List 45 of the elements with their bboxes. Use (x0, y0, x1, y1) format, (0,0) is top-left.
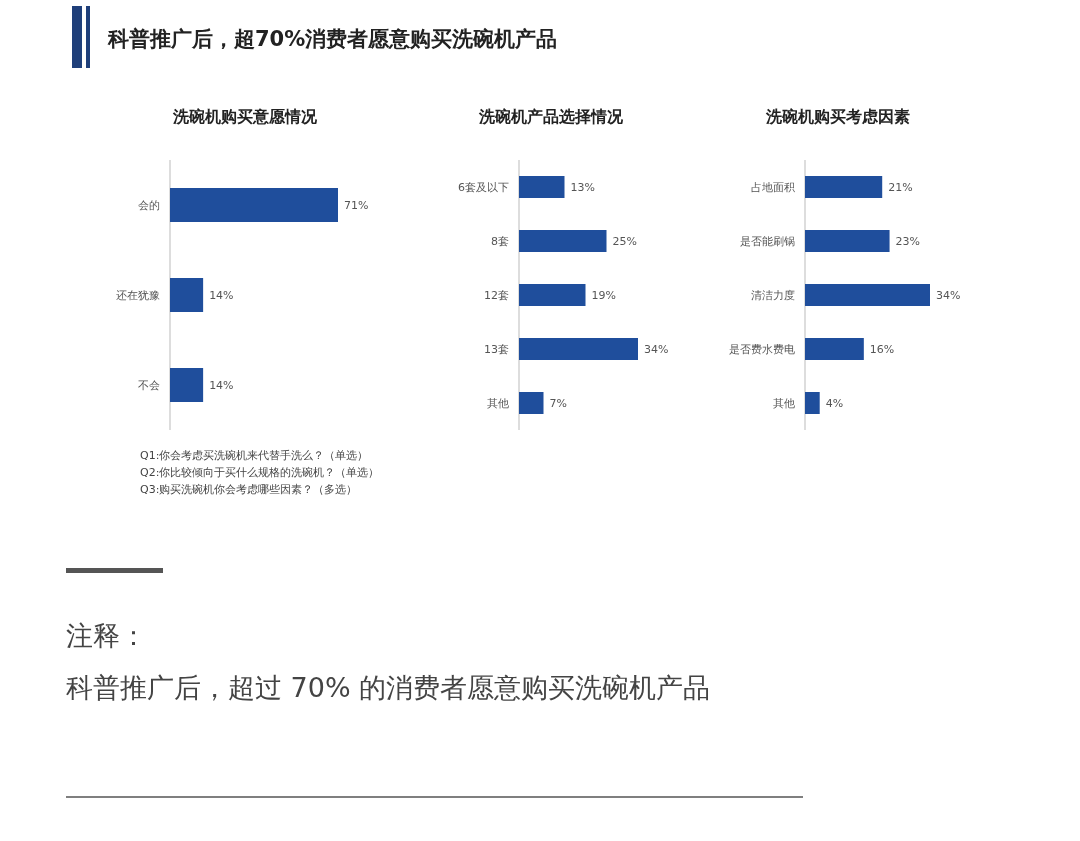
y-tick-label: 是否能刷锅 (740, 235, 795, 248)
bar (519, 392, 544, 414)
bar (805, 392, 820, 414)
y-tick-label: 8套 (491, 235, 509, 248)
y-tick-label: 12套 (484, 289, 509, 302)
bar (519, 230, 607, 252)
text: Q2:你比较倾向于买什么规格的洗碗机？（单选） (140, 466, 380, 479)
data-label: 34% (644, 343, 669, 356)
y-tick-label: 还在犹豫 (116, 289, 160, 302)
y-tick-label: 其他 (487, 397, 509, 410)
y-tick-label: 其他 (773, 397, 795, 410)
bar (519, 284, 586, 306)
y-tick-label: 6套及以下 (458, 181, 509, 194)
bar (805, 284, 930, 306)
data-label: 25% (612, 235, 637, 248)
text: Q1:你会考虑买洗碗机来代替手洗么？（单选） (140, 449, 369, 462)
text: 注释： (66, 620, 147, 651)
data-label: 71% (344, 199, 369, 212)
bar (519, 176, 565, 198)
data-label: 13% (570, 181, 595, 194)
bar (805, 176, 883, 198)
chart-title: 洗碗机产品选择情况 (478, 107, 624, 126)
text: 科普推广后，超70%消费者愿意购买洗碗机产品 (107, 27, 558, 51)
bar (519, 338, 638, 360)
text: 科普推广后，超过 70% 的消费者愿意购买洗碗机产品 (66, 672, 711, 703)
data-label: 7% (549, 397, 567, 410)
data-label: 34% (936, 289, 961, 302)
data-label: 23% (895, 235, 921, 248)
data-label: 21% (888, 181, 913, 194)
y-tick-label: 13套 (484, 343, 509, 356)
chart-title: 洗碗机购买考虑因素 (765, 107, 910, 126)
data-label: 14% (209, 289, 234, 302)
bar (805, 338, 864, 360)
chart-title: 洗碗机购买意愿情况 (172, 107, 318, 126)
y-tick-label: 不会 (138, 379, 160, 392)
y-tick-label: 会的 (138, 199, 160, 212)
bar (805, 230, 890, 252)
data-label: 19% (591, 289, 616, 302)
data-label: 14% (209, 379, 234, 392)
y-tick-label: 是否费水费电 (729, 343, 795, 356)
y-tick-label: 占地面积 (751, 181, 795, 194)
text: Q3:购买洗碗机你会考虑哪些因素？（多选） (140, 483, 358, 496)
data-label: 16% (869, 343, 895, 356)
data-label: 4% (825, 397, 844, 410)
y-tick-label: 清洁力度 (751, 289, 795, 302)
